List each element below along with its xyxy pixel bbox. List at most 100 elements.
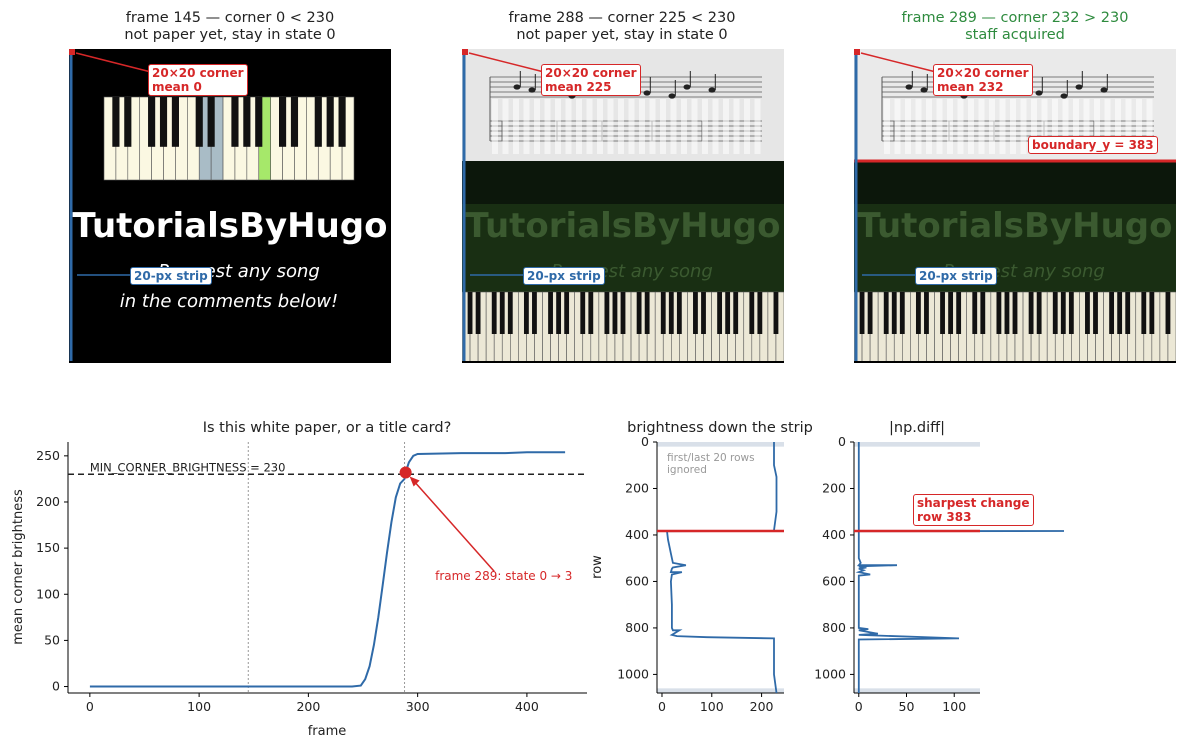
black-key (171, 97, 179, 147)
frame-1-title: frame 145 — corner 0 < 230 not paper yet… (60, 10, 400, 44)
frame-1-sub2: in the comments below! (120, 291, 338, 312)
black-key (532, 292, 537, 334)
black-key (693, 292, 698, 334)
ghost-key (1083, 99, 1090, 154)
black-key (279, 97, 287, 147)
ghost-key (492, 99, 498, 154)
chart-3-ignored-bands (854, 442, 980, 693)
ghost-key (723, 99, 729, 154)
strip-brightness-series (665, 442, 778, 694)
ghost-key (565, 99, 572, 154)
black-key (1125, 292, 1131, 334)
ghost-key (544, 99, 551, 154)
ghost-key (681, 99, 687, 154)
black-key (773, 292, 779, 334)
ghost-key (989, 99, 995, 154)
x-tick-label: 0 (855, 699, 863, 714)
y-tick-label: 400 (625, 527, 649, 542)
frame-3-strip-label: 20-px strip (915, 267, 997, 285)
threshold-label: MIN_CORNER_BRIGHTNESS = 230 (90, 460, 286, 474)
chart-1-ylabel: mean corner brightness (11, 489, 26, 645)
y-tick-label: 150 (36, 540, 60, 555)
ghost-key (502, 99, 509, 154)
note-head (683, 84, 691, 90)
x-tick-label: 50 (899, 699, 915, 714)
x-tick-label: 300 (406, 699, 430, 714)
ignored-top-band (854, 442, 980, 447)
strip-brightness-chart: brightness down the strip 0 100 200 0 200 400… (590, 420, 813, 714)
frame-3-title-line1: frame 289 — corner 232 > 230 (901, 10, 1129, 26)
y-tick-label: 200 (822, 480, 846, 495)
frame-3-keyboard (854, 291, 1176, 363)
ghost-key (968, 99, 974, 154)
black-key (1028, 292, 1034, 334)
black-key (899, 292, 905, 334)
y-tick-label: 0 (641, 434, 649, 449)
note-head (708, 87, 716, 93)
black-key (1085, 292, 1090, 334)
frame-2-image: TutorialsByHugo Request any song 20×20 c… (462, 49, 784, 363)
black-key (467, 292, 473, 334)
black-key (940, 292, 945, 334)
black-key (972, 292, 978, 334)
black-key (1141, 292, 1147, 334)
ghost-key (712, 99, 719, 154)
state-change-arrowhead (409, 476, 420, 487)
black-key (588, 292, 594, 334)
black-key (757, 292, 763, 334)
x-tick-label: 100 (942, 699, 966, 714)
note-head (905, 84, 913, 90)
black-key (112, 97, 120, 147)
y-tick-label: 0 (838, 434, 846, 449)
black-key (1093, 292, 1098, 334)
brightness-series (89, 451, 566, 688)
black-key (475, 292, 481, 334)
y-tick-label: 50 (44, 632, 60, 647)
black-key (243, 97, 251, 147)
black-key (612, 292, 618, 334)
ghost-key (957, 99, 964, 154)
black-key (859, 292, 865, 334)
frame-1-title-line2: not paper yet, stay in state 0 (124, 27, 336, 43)
frame-1-corner-label: 20×20 corner mean 0 (148, 64, 248, 96)
sharpest-change-label: sharpest change row 383 (913, 494, 1034, 526)
note-head (920, 87, 928, 93)
black-key (1060, 292, 1066, 334)
black-key (891, 292, 897, 334)
y-tick-label: 250 (36, 448, 60, 463)
ghost-key (1031, 99, 1037, 154)
y-tick-label: 800 (822, 620, 846, 635)
note-head (643, 90, 651, 96)
ghost-key (1020, 99, 1027, 154)
ghost-key (1062, 99, 1069, 154)
black-key (867, 292, 873, 334)
black-key (996, 292, 1002, 334)
ghost-key (597, 99, 603, 154)
frame-1-corner-arrow (75, 52, 152, 73)
black-key (148, 97, 156, 147)
frame-1-corner-box (69, 49, 75, 55)
black-key (733, 292, 739, 334)
ghost-key (639, 99, 645, 154)
black-key (491, 292, 497, 334)
black-key (338, 97, 346, 147)
black-key (564, 292, 570, 334)
note-head (513, 84, 521, 90)
note-head (1100, 87, 1108, 93)
black-key (725, 292, 731, 334)
y-tick-label: 1000 (814, 666, 846, 681)
frame-2-keyboard (462, 291, 784, 363)
ghost-key (1104, 99, 1111, 154)
ghost-key (936, 99, 943, 154)
ghost-key (884, 99, 890, 154)
ghost-key (628, 99, 635, 154)
frame-3-svg: TutorialsByHugo Request any song (854, 49, 1176, 363)
black-key (701, 292, 706, 334)
black-key (507, 292, 513, 334)
black-key (980, 292, 986, 334)
chart-2-title: brightness down the strip (627, 420, 813, 436)
frame-3-image: TutorialsByHugo Request any song 20×20 c… (854, 49, 1176, 363)
state-change-arrow (411, 477, 495, 572)
ghost-key (978, 99, 985, 154)
brightness-chart: Is this white paper, or a title card? 0 1… (11, 420, 587, 739)
